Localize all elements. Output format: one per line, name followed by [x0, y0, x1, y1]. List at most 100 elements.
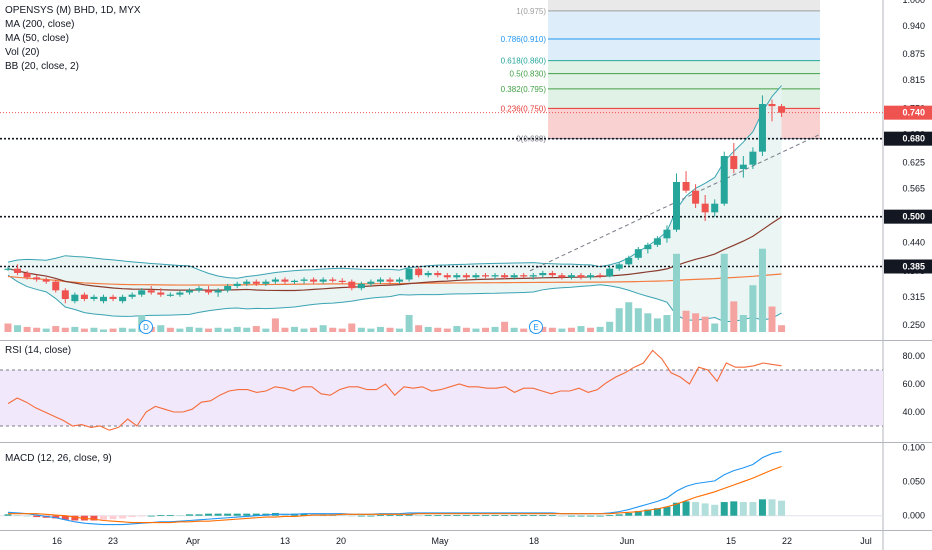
volume-bar — [501, 321, 509, 332]
macd-histogram-bar — [233, 513, 241, 516]
macd-histogram-bar — [663, 506, 671, 516]
rsi-pane-label[interactable]: RSI (14, close) — [5, 345, 72, 356]
volume-bar — [224, 328, 232, 332]
candle-body — [644, 244, 652, 250]
volume-bar — [119, 327, 127, 332]
volume-bar — [319, 325, 327, 332]
volume-bar — [548, 327, 556, 332]
macd-tick-label: 0.100 — [902, 442, 925, 452]
candle-body — [663, 229, 671, 239]
volume-bar — [510, 327, 518, 332]
macd-histogram-bar — [52, 515, 60, 519]
legend-ma50[interactable]: MA (50, close) — [5, 33, 69, 44]
candle-body — [42, 279, 50, 282]
macd-pane-label[interactable]: MACD (12, 26, close, 9) — [5, 453, 112, 464]
candle-body — [166, 294, 174, 296]
macd-histogram-bar — [567, 515, 575, 517]
macd-histogram-bar — [224, 513, 232, 516]
volume-bar — [300, 328, 308, 332]
rsi-tick-label: 40.00 — [902, 407, 925, 417]
candle-body — [23, 273, 31, 278]
volume-bar — [90, 327, 98, 332]
time-tick-label: 20 — [336, 536, 346, 546]
macd-histogram-bar — [434, 515, 442, 516]
macd-histogram-bar — [195, 514, 203, 516]
candle-body — [300, 279, 308, 281]
candle-body — [472, 275, 480, 278]
price-tick-label: 0.440 — [902, 238, 925, 248]
volume-bar — [109, 328, 117, 332]
volume-bar — [205, 328, 213, 332]
macd-histogram-bar — [214, 513, 222, 516]
candle-body — [701, 203, 709, 213]
volume-bar — [472, 328, 480, 332]
time-tick-label: 22 — [782, 536, 792, 546]
macd-histogram-bar — [415, 515, 423, 516]
volume-bar — [673, 253, 680, 332]
legend-bb[interactable]: BB (20, close, 2) — [5, 61, 79, 72]
price-tick-label: 0.940 — [902, 21, 925, 31]
volume-bar — [166, 327, 174, 332]
candle-body — [157, 292, 165, 295]
candle-body — [52, 281, 60, 291]
ma200-line — [7, 273, 782, 286]
candle-body — [329, 279, 337, 281]
macd-histogram-bar — [720, 502, 728, 516]
event-marker-label: D — [143, 323, 149, 332]
volume-bar — [587, 327, 595, 332]
legend-ma200[interactable]: MA (200, close) — [5, 19, 75, 30]
fib-level-label: 0.5(0.830) — [510, 70, 547, 79]
bollinger-upper — [7, 85, 782, 279]
volume-bar — [634, 308, 642, 332]
volume-bar — [758, 248, 766, 332]
volume-bar — [692, 313, 700, 332]
volume-bar — [739, 315, 747, 332]
candle-body — [510, 275, 518, 278]
candle-body — [596, 275, 604, 277]
fib-level-label: 0.618(0.860) — [501, 57, 547, 66]
candle-body — [577, 275, 585, 278]
candle-body — [615, 264, 623, 269]
event-marker — [529, 320, 543, 334]
macd-tick-label: 0.000 — [902, 511, 925, 521]
volume-bar — [596, 326, 604, 332]
price-tick-label: 0.250 — [902, 320, 925, 330]
time-tick-label: 16 — [52, 536, 62, 546]
fib-zone — [548, 39, 820, 61]
volume-bar — [291, 326, 298, 332]
macd-histogram-bar — [147, 515, 155, 517]
fib-level-label: 0.786(0.910) — [501, 35, 547, 44]
macd-histogram-bar — [587, 515, 595, 517]
macd-histogram-bar — [243, 513, 251, 516]
candle-body — [749, 151, 757, 165]
candle-body — [529, 275, 537, 277]
volume-bar — [14, 325, 22, 332]
macd-histogram-bar — [90, 515, 98, 521]
candle-body — [682, 182, 690, 191]
legend-vol[interactable]: Vol (20) — [5, 47, 40, 58]
macd-histogram-bar — [701, 503, 709, 516]
volume-bar — [405, 315, 413, 332]
macd-histogram-bar — [501, 515, 509, 516]
rsi-tick-label: 80.00 — [902, 351, 925, 361]
volume-bar — [491, 326, 499, 332]
candle-body — [443, 275, 451, 278]
macd-histogram-bar — [472, 515, 480, 516]
price-tick-label: 0.815 — [902, 75, 925, 85]
volume-bar — [386, 327, 394, 332]
current-price-label: 0.740 — [902, 108, 925, 118]
rsi-tick-label: 60.00 — [902, 379, 925, 389]
macd-histogram-bar — [778, 500, 786, 516]
candle-body — [243, 281, 251, 284]
macd-histogram-bar — [673, 502, 680, 516]
candle-body — [625, 257, 633, 265]
macd-histogram-bar — [71, 515, 79, 521]
macd-histogram-bar — [634, 510, 642, 516]
candle-body — [558, 275, 566, 278]
candle-body — [673, 182, 680, 230]
macd-histogram-bar — [205, 513, 213, 516]
volume-bar — [281, 327, 289, 332]
volume-bar — [558, 328, 566, 332]
macd-histogram-bar — [100, 515, 107, 520]
